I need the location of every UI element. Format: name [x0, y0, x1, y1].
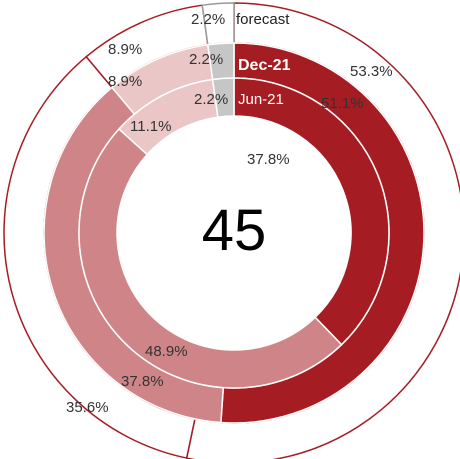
value-label: 11.1%	[130, 118, 171, 135]
value-label: 2.2%	[191, 11, 225, 28]
value-label: 53.3%	[350, 63, 393, 80]
value-label: 8.9%	[108, 41, 142, 58]
value-label: 51.1%	[321, 95, 364, 112]
value-label: 37.8%	[247, 151, 290, 168]
value-label: 2.2%	[189, 51, 223, 68]
slice-jun-21-medium	[78, 127, 343, 389]
center-value: 45	[202, 198, 267, 263]
slice-labels: 53.3% 35.6% 8.9% 2.2% forecast 51.1% 37.8% 8.9%…	[66, 11, 393, 416]
slice-jun-21-dark	[233, 77, 390, 346]
slice-jun-21-grey	[211, 77, 235, 118]
value-label: 8.9%	[108, 73, 142, 90]
value-label: 35.6%	[66, 399, 109, 416]
value-label: 48.9%	[145, 343, 188, 360]
series-name-label: Jun-21	[238, 91, 284, 108]
value-label: 2.2%	[194, 91, 228, 108]
donut-rings	[3, 2, 460, 459]
value-label: 37.8%	[121, 373, 164, 390]
series-name-label: Dec-21	[238, 57, 291, 74]
series-name-label: forecast	[236, 11, 290, 28]
